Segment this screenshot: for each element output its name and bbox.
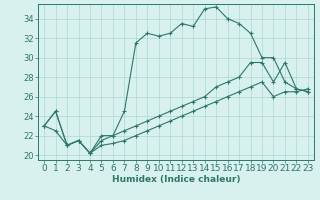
X-axis label: Humidex (Indice chaleur): Humidex (Indice chaleur) (112, 175, 240, 184)
